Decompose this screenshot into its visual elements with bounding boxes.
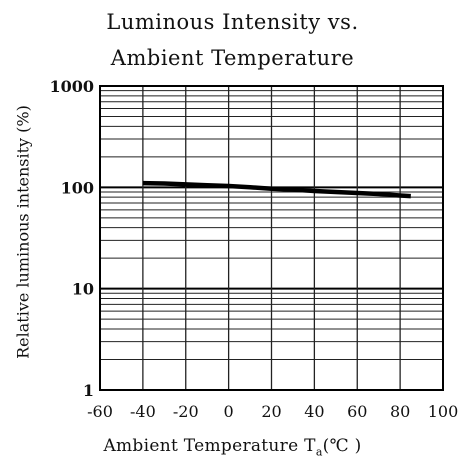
chart-subtitle: Ambient Temperature <box>110 46 355 70</box>
x-axis-label-text: Ambient Temperature T <box>103 436 316 456</box>
x-axis-label-unit: (℃ ) <box>322 436 362 456</box>
y-tick-label: 100 <box>61 178 94 197</box>
x-tick-label: 20 <box>261 402 281 421</box>
y-tick-label: 10 <box>72 280 94 299</box>
x-tick-label: 60 <box>347 402 367 421</box>
x-tick-label: -40 <box>130 402 156 421</box>
x-axis-label-subscript: a <box>315 445 323 459</box>
series-line <box>142 180 411 199</box>
plot-frame <box>99 85 444 391</box>
x-tick-label: 40 <box>304 402 324 421</box>
x-tick-label: -20 <box>173 402 199 421</box>
x-tick-label: -60 <box>87 402 113 421</box>
y-tick-label: 1 <box>83 381 94 400</box>
x-tick-label: 0 <box>224 402 234 421</box>
y-axis-label: Relative luminous intensity (%) <box>13 105 33 359</box>
chart-title: Luminous Intensity vs. <box>106 10 359 34</box>
y-tick-label: 1000 <box>49 77 94 96</box>
x-axis-label: Ambient Temperature Ta(℃ ) <box>0 436 465 458</box>
x-tick-label: 80 <box>390 402 410 421</box>
x-tick-label: 100 <box>428 402 459 421</box>
